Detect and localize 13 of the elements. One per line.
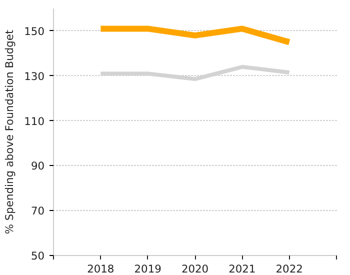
y-axis-title: % Spending above Foundation Budget [3, 30, 16, 234]
y-tick-label: 70 [30, 204, 45, 218]
line-series [98, 64, 292, 82]
y-tick-label: 50 [30, 250, 45, 262]
y-tick-label: 130 [24, 70, 45, 83]
y-tick-label: 110 [24, 114, 45, 128]
x-tick-label: 2019 [134, 262, 162, 275]
x-tick-label: 2021 [228, 262, 256, 275]
x-tick-label: 2018 [87, 262, 114, 275]
y-tick-label: 150 [24, 24, 45, 38]
x-tick-label: 2020 [181, 262, 209, 275]
y-tick-label: 90 [30, 160, 45, 173]
x-tick-label: 2022 [276, 262, 303, 275]
